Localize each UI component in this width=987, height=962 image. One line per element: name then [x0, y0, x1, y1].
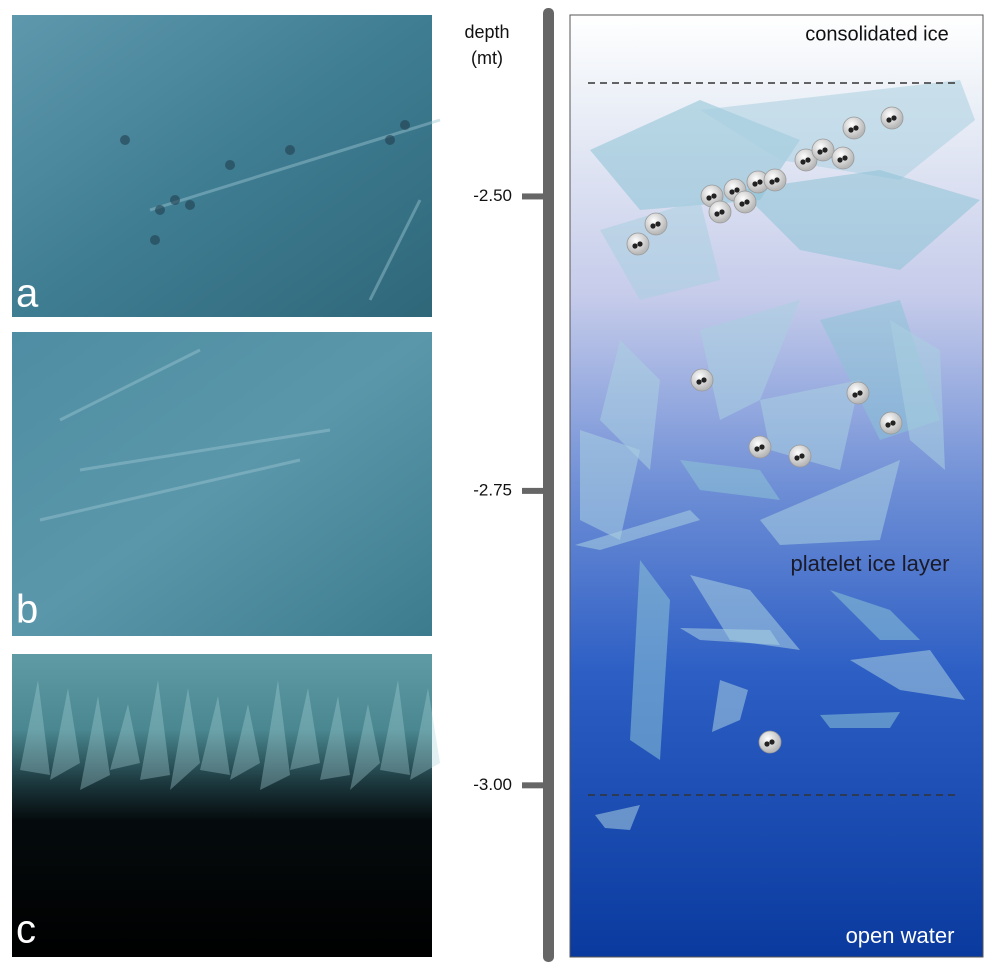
photo-a: [12, 15, 432, 317]
cell-dot: [632, 243, 637, 248]
photo-cell: [185, 200, 195, 210]
cell-dot: [794, 455, 799, 460]
panel-label: a: [16, 272, 39, 316]
cell-dot: [744, 199, 749, 204]
depth-axis-bar: [543, 8, 554, 962]
cell-dot: [729, 189, 734, 194]
cell-dot: [799, 453, 804, 458]
axis-title: (mt): [471, 48, 503, 68]
photo-cell: [170, 195, 180, 205]
page: a b c depth (mt) consolidated ice platel…: [0, 0, 987, 962]
axis-title: depth: [464, 22, 509, 42]
cell-dot: [764, 741, 769, 746]
photo-cell: [150, 235, 160, 245]
figure: a b c depth (mt) consolidated ice platel…: [0, 0, 987, 962]
cell-dot: [637, 241, 642, 246]
cell-dot: [757, 179, 762, 184]
tick-label: -2.75: [473, 480, 512, 499]
cell-dot: [706, 195, 711, 200]
cell-dot: [805, 157, 810, 162]
tick-mark: [522, 193, 546, 199]
cell-dot: [885, 422, 890, 427]
photo-cell: [155, 205, 165, 215]
cell-dot: [891, 115, 896, 120]
tick-mark: [522, 488, 546, 494]
cell-dot: [696, 379, 701, 384]
cell-dot: [719, 209, 724, 214]
cell-dot: [774, 177, 779, 182]
cell-dot: [848, 127, 853, 132]
cell-dot: [739, 201, 744, 206]
cell-dot: [769, 739, 774, 744]
cell-dot: [852, 392, 857, 397]
zone-label: platelet ice layer: [791, 551, 950, 576]
zone-label: open water: [846, 923, 955, 948]
cell-dot: [759, 444, 764, 449]
cell-dot: [886, 117, 891, 122]
photo-cell: [285, 145, 295, 155]
cell-dot: [655, 221, 660, 226]
cell-dot: [734, 187, 739, 192]
photo-c: [12, 654, 432, 957]
photo-cell: [400, 120, 410, 130]
cell-dot: [800, 159, 805, 164]
cell-dot: [842, 155, 847, 160]
tick-mark: [522, 782, 546, 788]
cell-dot: [857, 390, 862, 395]
cell-dot: [701, 377, 706, 382]
panel-label: c: [16, 908, 36, 952]
photo-cell: [385, 135, 395, 145]
cell-dot: [890, 420, 895, 425]
cell-dot: [769, 179, 774, 184]
cell-dot: [650, 223, 655, 228]
tick-label: -2.50: [473, 186, 512, 205]
cell-dot: [837, 157, 842, 162]
cell-dot: [853, 125, 858, 130]
cell-dot: [822, 147, 827, 152]
cell-dot: [711, 193, 716, 198]
cell-dot: [817, 149, 822, 154]
cell-dot: [714, 211, 719, 216]
zone-label: consolidated ice: [805, 23, 948, 45]
cell-dot: [752, 181, 757, 186]
photo-cell: [120, 135, 130, 145]
cell-dot: [754, 446, 759, 451]
panel-label: b: [16, 588, 38, 632]
photo-cell: [225, 160, 235, 170]
tick-label: -3.00: [473, 775, 512, 794]
photo-b: [12, 332, 432, 636]
